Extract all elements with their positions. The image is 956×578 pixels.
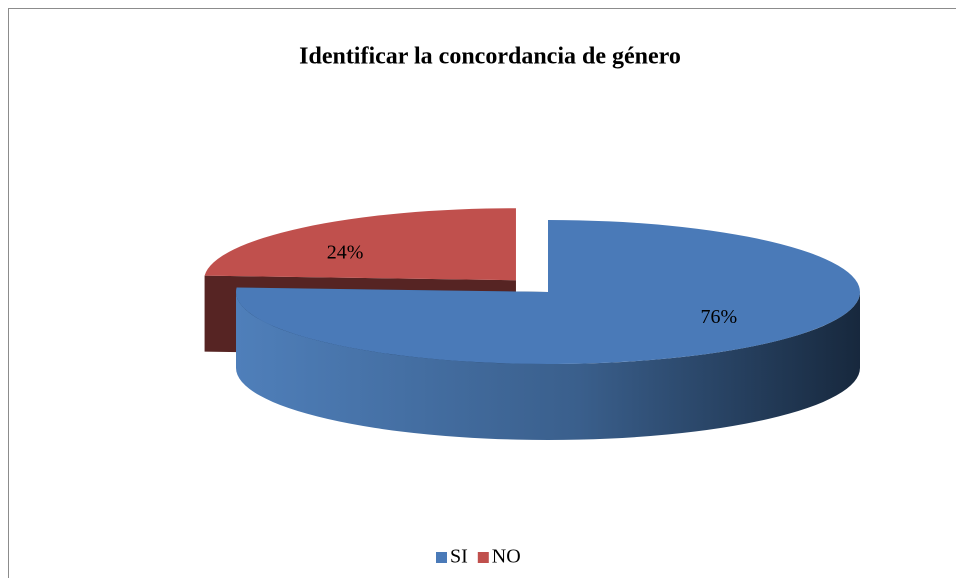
legend-swatch <box>436 552 447 563</box>
legend-label: NO <box>492 546 521 568</box>
slice: 76% <box>236 220 860 440</box>
chart-title: Identificar la concordancia de género <box>299 44 681 70</box>
legend: SI NO <box>436 546 521 568</box>
pie: 24% 76% <box>204 208 860 440</box>
slice-top <box>236 220 860 364</box>
data-label: 24% <box>327 242 364 264</box>
slice-top <box>204 208 516 281</box>
data-label: 76% <box>701 306 738 328</box>
legend-label: SI <box>450 546 468 568</box>
legend-swatch <box>477 552 489 563</box>
slice-wall <box>236 292 860 440</box>
